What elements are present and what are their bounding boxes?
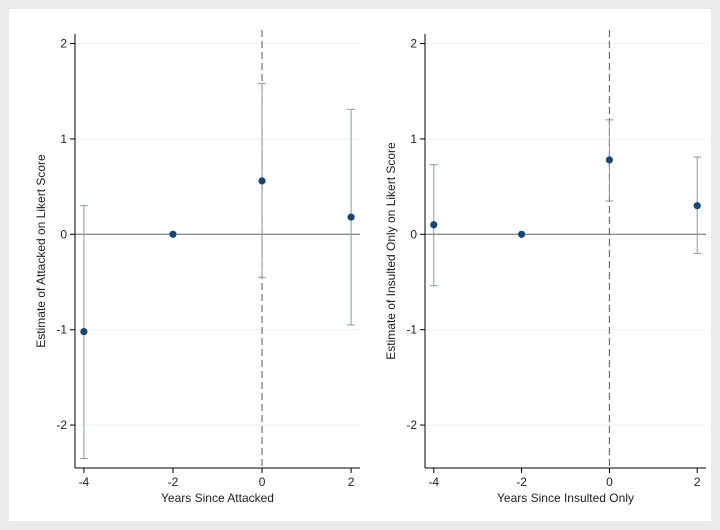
chart-2-x-tick-label: -2 xyxy=(516,475,527,489)
chart-1-point-estimate xyxy=(347,213,355,221)
figure-panel: -2 -1 0 1 2 -4 -2 0 2 Years Since Attacked Estimat… xyxy=(9,9,711,521)
chart-2-x-axis-title: Years Since Insulted Only xyxy=(497,491,634,505)
chart-2-point-estimate xyxy=(693,202,701,210)
chart-2-point-estimate xyxy=(605,156,614,164)
chart-2-y-tick-label: 1 xyxy=(410,132,417,146)
chart-2-y-axis-title: Estimate of Insulted Only on Likert Scor… xyxy=(384,142,398,360)
chart-1-x-tick-label: -2 xyxy=(168,475,179,489)
chart-1-point-estimate xyxy=(258,177,266,185)
chart-2-x-tick-label: -4 xyxy=(428,475,439,489)
chart-1-y-tick-label: -1 xyxy=(56,323,67,337)
chart-2-y-tick-label: 0 xyxy=(410,227,417,241)
chart-2-y-tick-label: 2 xyxy=(410,37,417,51)
chart-1-y-tick-label: 2 xyxy=(60,37,67,51)
chart-2-x-tick-label: 2 xyxy=(694,475,701,489)
chart-2-point-estimate xyxy=(517,230,526,238)
chart-1-x-tick-label: 0 xyxy=(259,475,266,489)
chart-svg: -2 -1 0 1 2 -4 -2 0 2 Years Since Attacked Estimat… xyxy=(34,30,706,505)
chart-2-point-estimate xyxy=(430,221,438,229)
chart-1-y-tick-label: -2 xyxy=(56,418,67,432)
chart-2-x-tick-label: 0 xyxy=(606,475,613,489)
chart-1-y-tick-label: 1 xyxy=(60,132,67,146)
chart-1-x-axis-title: Years Since Attacked xyxy=(161,491,274,505)
chart-1-x-tick-label: -4 xyxy=(79,475,90,489)
chart-1-y-tick-label: 0 xyxy=(60,227,67,241)
chart-1-y-axis-title: Estimate of Attacked on Likert Score xyxy=(34,154,48,348)
chart-2-y-tick-label: -2 xyxy=(406,418,417,432)
chart-1-x-tick-label: 2 xyxy=(348,475,355,489)
chart-1-point-estimate xyxy=(169,230,177,238)
chart-2-y-tick-label: -1 xyxy=(406,323,417,337)
chart-1-point-estimate xyxy=(80,328,88,336)
